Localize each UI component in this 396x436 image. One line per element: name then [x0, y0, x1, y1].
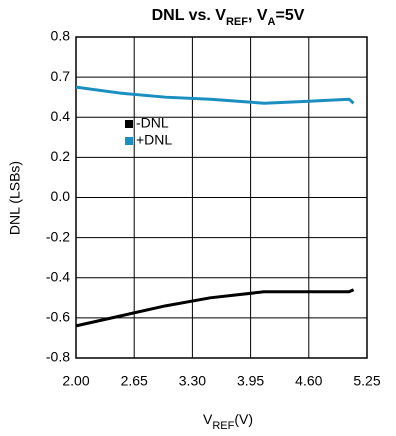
x-tick-label: 3.30 — [179, 373, 206, 389]
text-part: (V) — [234, 411, 253, 427]
legend-label: +DNL — [136, 132, 172, 148]
y-tick-label: 0.8 — [51, 28, 71, 44]
text-part: DNL vs. V — [152, 7, 227, 24]
x-tick-label: 2.65 — [121, 373, 148, 389]
x-tick-label: 4.60 — [295, 373, 322, 389]
text-part: V — [203, 411, 213, 427]
x-axis-title: VREF(V) — [203, 411, 253, 432]
y-tick-label: -0.2 — [46, 228, 70, 244]
legend-label: -DNL — [136, 115, 169, 131]
y-tick-label: 0.7 — [51, 68, 71, 84]
y-tick-label: 0.2 — [51, 148, 71, 164]
text-part: =5V — [276, 7, 305, 24]
y-tick-label: 0.4 — [51, 108, 71, 124]
data-line — [75, 288, 355, 328]
y-tick-label: -0.8 — [46, 349, 70, 365]
text-part: REF — [212, 420, 234, 432]
y-axis-title: DNL (LSBs) — [7, 161, 23, 235]
data-line — [75, 85, 355, 105]
chart-title: DNL vs. VREF, VA=5V — [152, 7, 305, 28]
legend-swatch — [125, 137, 133, 145]
x-tick-label: 2.00 — [62, 373, 89, 389]
x-tick-label: 5.25 — [353, 373, 380, 389]
y-tick-label: -0.6 — [46, 309, 70, 325]
text-part: REF — [226, 16, 248, 28]
x-tick-label: 3.95 — [237, 373, 264, 389]
legend-swatch — [125, 120, 133, 128]
y-tick-label: 0.0 — [51, 188, 71, 204]
text-part: , V — [248, 7, 268, 24]
plot-frame — [75, 36, 368, 359]
y-tick-label: -0.4 — [46, 268, 70, 284]
text-part: A — [268, 16, 276, 28]
